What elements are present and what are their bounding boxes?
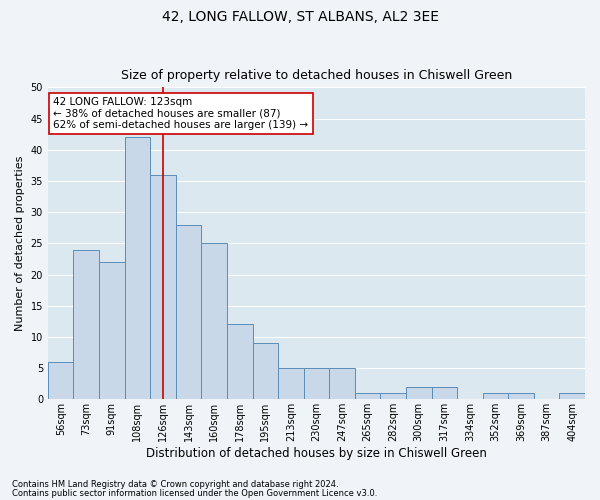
Bar [304,368,329,400]
Text: Contains HM Land Registry data © Crown copyright and database right 2024.: Contains HM Land Registry data © Crown c… [12,480,338,489]
Text: 42, LONG FALLOW, ST ALBANS, AL2 3EE: 42, LONG FALLOW, ST ALBANS, AL2 3EE [161,10,439,24]
Bar [176,224,202,400]
Bar [73,250,99,400]
Bar [559,393,585,400]
Title: Size of property relative to detached houses in Chiswell Green: Size of property relative to detached ho… [121,69,512,82]
Y-axis label: Number of detached properties: Number of detached properties [15,156,25,331]
Bar [329,368,355,400]
Bar [431,387,457,400]
Bar [380,393,406,400]
Bar [253,343,278,400]
Bar [150,174,176,400]
Bar [355,393,380,400]
Bar [406,387,431,400]
Bar [278,368,304,400]
Bar [99,262,125,400]
Text: 42 LONG FALLOW: 123sqm
← 38% of detached houses are smaller (87)
62% of semi-det: 42 LONG FALLOW: 123sqm ← 38% of detached… [53,96,308,130]
Bar [508,393,534,400]
Bar [227,324,253,400]
Bar [48,362,73,400]
Bar [202,244,227,400]
Text: Contains public sector information licensed under the Open Government Licence v3: Contains public sector information licen… [12,488,377,498]
Bar [125,137,150,400]
X-axis label: Distribution of detached houses by size in Chiswell Green: Distribution of detached houses by size … [146,447,487,460]
Bar [482,393,508,400]
